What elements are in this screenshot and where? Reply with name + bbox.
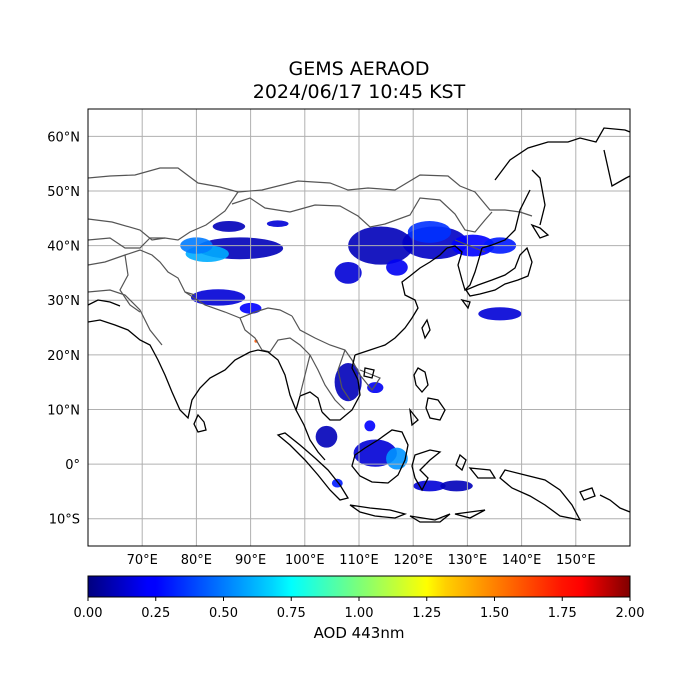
lon-label: 100°E [285, 553, 325, 568]
colorbar: 0.00 0.25 0.50 0.75 1.00 1.25 1.50 1.75 2.00 [74, 575, 645, 621]
lat-label: 10°S [49, 513, 80, 528]
lon-label: 70°E [127, 553, 158, 568]
lat-label: 50°N [47, 185, 80, 200]
aod-patch [266, 220, 289, 227]
colorbar-label: AOD 443nm [313, 624, 405, 642]
map-title-line1: GEMS AERAOD [288, 58, 430, 80]
aod-patch [478, 307, 522, 321]
lon-label: 150°E [556, 553, 596, 568]
colorbar-tick-label: 1.00 [345, 606, 374, 621]
aod-patch [212, 220, 246, 232]
lat-label: 20°N [47, 349, 80, 364]
map-plot-area [88, 109, 630, 546]
lon-label: 120°E [393, 553, 433, 568]
map-frame [87, 108, 631, 547]
colorbar-tick-label: 1.75 [548, 606, 577, 621]
aod-patch [386, 259, 408, 276]
lon-label: 110°E [339, 553, 379, 568]
colorbar-gradient [87, 575, 631, 598]
colorbar-tick-label: 0.75 [277, 606, 306, 621]
aod-patch [386, 447, 408, 470]
colorbar-tick-label: 0.25 [141, 606, 170, 621]
aod-patch [367, 382, 384, 394]
aod-patch [353, 439, 397, 467]
lat-label: 10°N [47, 403, 80, 418]
lat-label: 60°N [47, 130, 80, 145]
coastlines [88, 127, 630, 523]
aod-patch [334, 261, 362, 284]
aod-patch [407, 220, 452, 243]
gridlines [88, 109, 630, 546]
aod-patch [440, 480, 473, 492]
country-borders [88, 167, 533, 411]
latitude-labels: 60°N 50°N 40°N 30°N 20°N 10°N 0° 10°S [47, 130, 80, 527]
lon-label: 80°E [181, 553, 212, 568]
aod-patch [315, 425, 338, 448]
colorbar-tick-label: 2.00 [616, 606, 645, 621]
aod-patch [190, 289, 246, 306]
lon-label: 140°E [502, 553, 542, 568]
colorbar-tick-label: 0.00 [74, 606, 103, 621]
colorbar-tick-label: 0.50 [209, 606, 238, 621]
map-title: GEMS AERAOD 2024/06/17 10:45 KST [0, 58, 700, 104]
map-title-line2: 2024/06/17 10:45 KST [252, 81, 466, 103]
lat-label: 30°N [47, 294, 80, 309]
lon-label: 130°E [448, 553, 488, 568]
longitude-labels: 70°E 80°E 90°E 100°E 110°E 120°E 130°E 140°E 150… [127, 553, 596, 568]
lon-label: 90°E [235, 553, 266, 568]
colorbar-tick-label: 1.50 [480, 606, 509, 621]
colorbar-tick-label: 1.25 [412, 606, 441, 621]
colorbar-ticks: 0.00 0.25 0.50 0.75 1.00 1.25 1.50 1.75 2.00 [74, 597, 645, 621]
lat-label: 0° [65, 458, 80, 473]
aod-data-layer [180, 220, 522, 492]
lat-label: 40°N [47, 240, 80, 255]
aod-patch [364, 420, 376, 432]
